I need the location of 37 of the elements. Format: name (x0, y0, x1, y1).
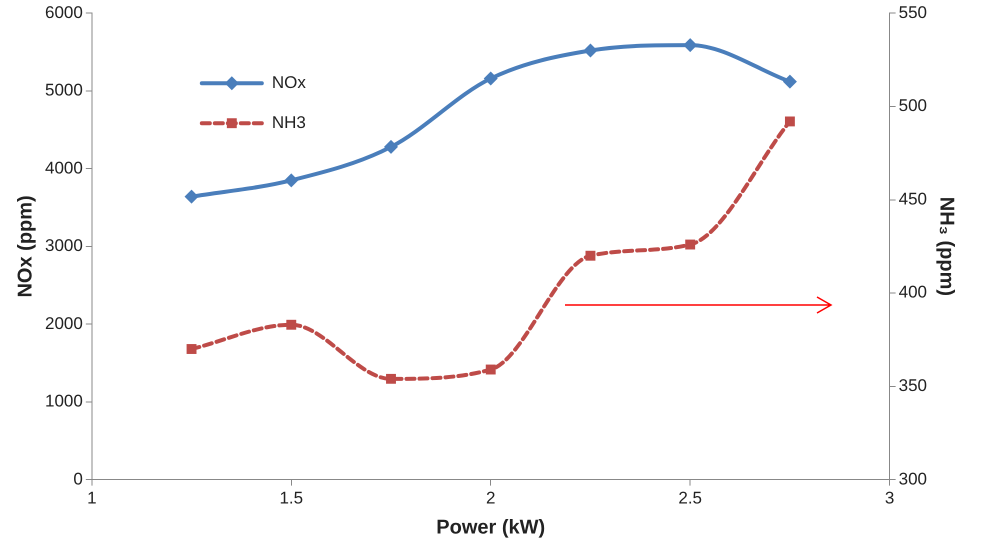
y-tick-label: 6000 (44, 2, 83, 22)
y-tick-label: 4000 (44, 158, 83, 178)
y-tick-label: 3000 (44, 236, 83, 256)
point (186, 344, 196, 354)
point (384, 140, 398, 154)
y-tick-label: 0 (73, 469, 83, 488)
point (683, 38, 698, 52)
y2-tick-label: 400 (898, 282, 928, 302)
point (286, 320, 296, 330)
y2-axis-title: NH₃ (ppm) (935, 196, 958, 296)
point (583, 44, 598, 58)
point (486, 364, 496, 374)
y2-tick-label: 500 (898, 96, 928, 116)
y-tick-label: 5000 (44, 80, 83, 100)
point (784, 116, 795, 126)
x-tick-label: 2 (486, 488, 496, 508)
x-tick-label: 1 (87, 488, 97, 508)
x-tick-label: 1.5 (279, 488, 304, 508)
legend-label: NOx (272, 72, 306, 92)
point (184, 190, 199, 204)
y2-tick-label: 450 (898, 189, 928, 208)
y2-tick-label: 350 (898, 376, 928, 396)
y-tick-label: 2000 (44, 314, 83, 333)
x-tick-label: 3 (884, 488, 894, 508)
point (386, 374, 396, 384)
y2-tick-label: 550 (898, 2, 928, 22)
point (586, 250, 596, 261)
x-tick-label: 2.5 (678, 488, 702, 508)
point (685, 240, 696, 250)
y-axis-title: NOx (ppm) (14, 195, 37, 298)
y2-tick-label: 300 (898, 469, 928, 488)
point (782, 74, 797, 89)
x-axis-title: Power (kW) (436, 516, 546, 539)
point (484, 71, 498, 86)
legend-label: NH3 (272, 112, 306, 132)
y-tick-label: 1000 (44, 392, 83, 411)
point (284, 173, 298, 188)
